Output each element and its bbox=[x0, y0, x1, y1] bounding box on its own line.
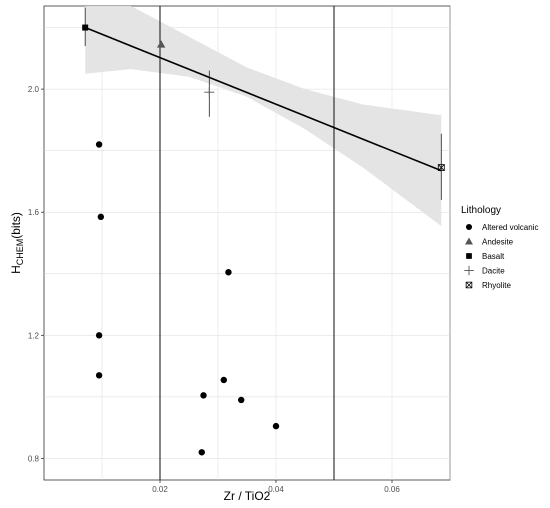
square-x-stroke bbox=[438, 164, 445, 171]
square-x-box bbox=[437, 164, 445, 171]
legend: Lithology Altered volcanic Andesite Basalt… bbox=[461, 205, 538, 290]
circle-point bbox=[95, 332, 103, 339]
y-tick-label: 1.2 bbox=[28, 331, 40, 340]
legend-item-label: Basalt bbox=[482, 252, 505, 261]
square-x-box bbox=[465, 281, 473, 289]
legend-item-label: Andesite bbox=[482, 238, 514, 247]
circle-point bbox=[198, 449, 205, 456]
square-x-point bbox=[465, 281, 473, 289]
y-axis-title: HCHEM(bits) bbox=[9, 212, 25, 274]
legend-item-label: Altered volcanic bbox=[482, 223, 538, 232]
circle-point bbox=[238, 396, 245, 404]
square-point bbox=[82, 24, 89, 31]
y-tick-label: 0.8 bbox=[28, 454, 40, 463]
y-axis-title-base: H bbox=[9, 265, 23, 274]
y-tick-label: 2.0 bbox=[28, 85, 40, 94]
legend-item-label: Dacite bbox=[482, 267, 505, 276]
legend-item-label: Rhyolite bbox=[482, 281, 511, 290]
circle-point bbox=[97, 213, 105, 221]
plus-point bbox=[464, 265, 474, 276]
triangle-point bbox=[465, 237, 473, 245]
circle-point bbox=[220, 376, 227, 384]
square-point bbox=[466, 253, 472, 259]
legend-title: Lithology bbox=[461, 205, 501, 216]
triangle-point bbox=[156, 40, 166, 48]
x-axis-ticks: 0.02 0.04 0.06 bbox=[152, 480, 400, 494]
confidence-band-area bbox=[85, 6, 442, 227]
circle-point bbox=[200, 392, 207, 399]
circle-point bbox=[95, 372, 103, 379]
circle-point bbox=[272, 422, 280, 430]
vertical-reference-lines bbox=[159, 6, 335, 480]
x-tick-label: 0.04 bbox=[268, 485, 284, 494]
circle-point bbox=[465, 223, 473, 231]
y-axis-title-sub: CHEM bbox=[15, 239, 25, 266]
y-axis-ticks: 0.8 1.2 1.6 2.0 bbox=[28, 85, 44, 463]
circle-point bbox=[225, 269, 232, 276]
plus-point bbox=[204, 87, 215, 98]
square-x-point bbox=[437, 164, 445, 171]
legend-items: Altered volcanic Andesite Basalt Dacite Rhyo… bbox=[464, 223, 538, 290]
x-tick-label: 0.02 bbox=[152, 485, 168, 494]
x-axis-title: Zr / TiO2 bbox=[224, 489, 271, 503]
x-tick-label: 0.06 bbox=[384, 485, 400, 494]
y-axis-title-suffix: (bits) bbox=[9, 212, 23, 239]
confidence-band bbox=[85, 6, 442, 227]
data-points bbox=[82, 24, 445, 456]
y-tick-label: 1.6 bbox=[28, 208, 40, 217]
square-x-stroke bbox=[465, 281, 473, 289]
circle-point bbox=[95, 141, 103, 148]
regression-line bbox=[84, 26, 442, 172]
